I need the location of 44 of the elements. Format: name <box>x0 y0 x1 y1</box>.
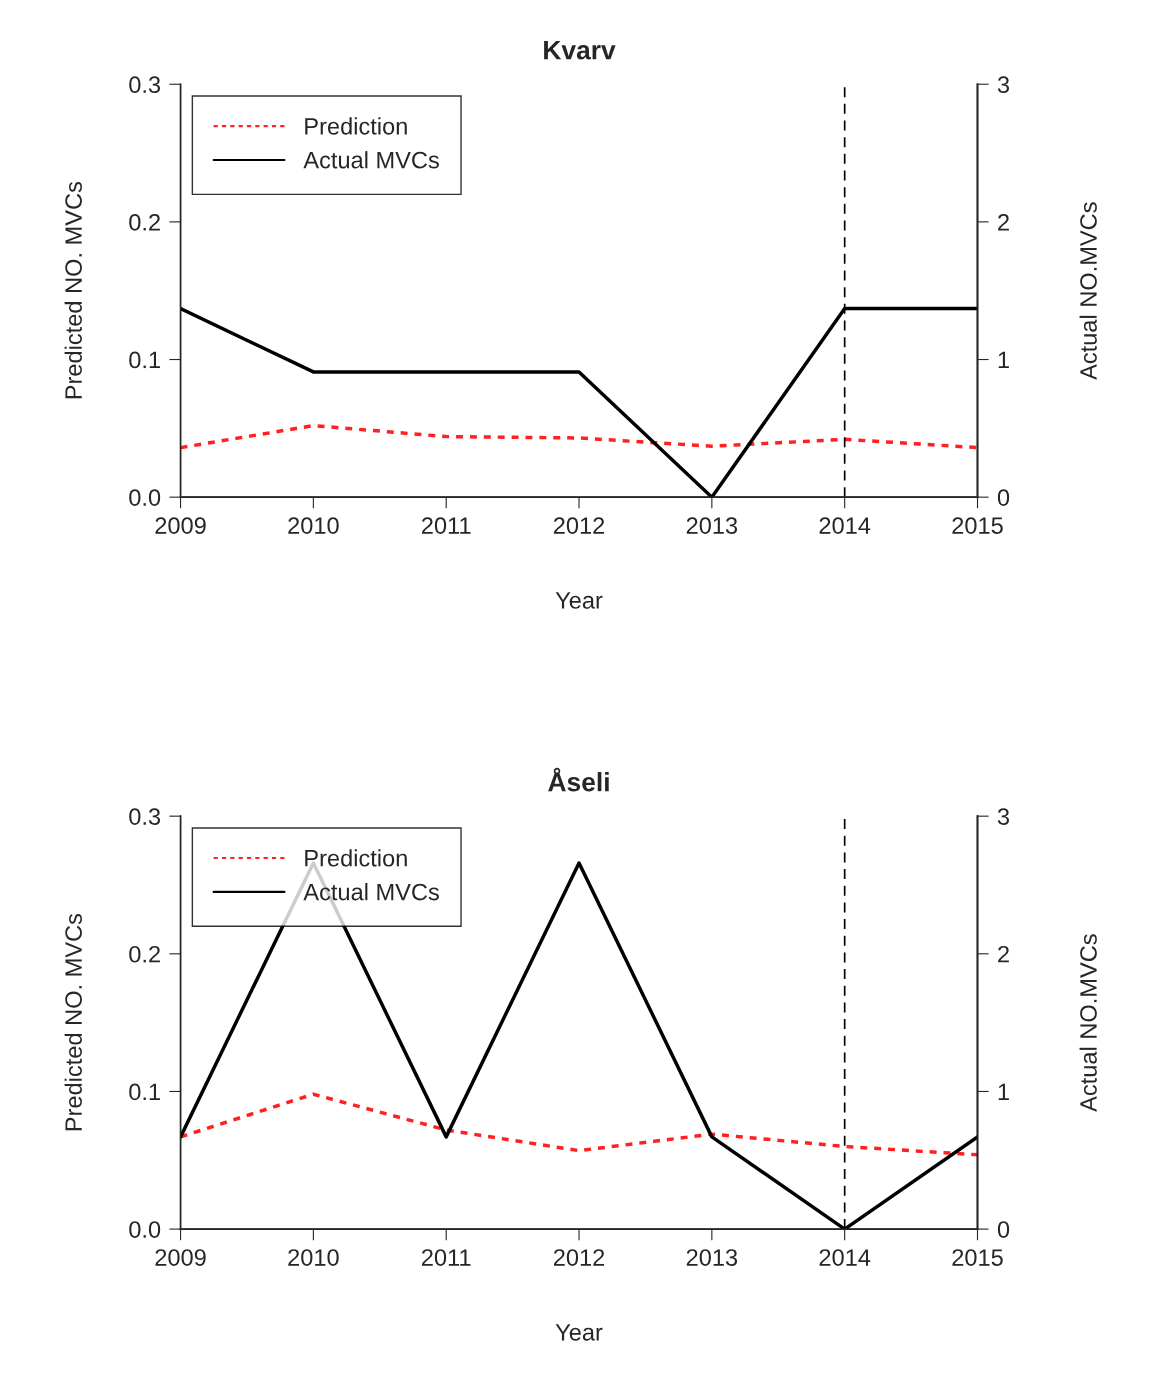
y-axis-title: Predicted NO. MVCs <box>64 181 82 399</box>
y-tick-label: 0.1 <box>129 351 160 369</box>
x-tick-label: 2013 <box>686 1249 738 1266</box>
x-tick-label: 2012 <box>553 517 605 534</box>
x-axis-title: Year <box>555 1324 603 1341</box>
y2-tick-label: 3 <box>997 76 1010 94</box>
x-tick-label: 2015 <box>952 1249 1003 1266</box>
chart-title: Åseli <box>548 767 609 792</box>
y-tick-label: 0.3 <box>129 76 161 94</box>
y2-tick-label: 3 <box>997 808 1010 825</box>
y2-tick-label: 2 <box>998 945 1009 963</box>
x-axis-title: Year <box>555 592 603 609</box>
legend-label: Actual MVCs <box>303 883 439 901</box>
legend-label: Prediction <box>305 117 407 135</box>
line-series <box>180 423 978 450</box>
x-tick-label: 2009 <box>155 1249 206 1266</box>
y-tick-label: 0.0 <box>129 489 161 506</box>
x-tick-label: 2012 <box>553 1249 605 1266</box>
y-tick-label: 0.1 <box>129 1083 160 1101</box>
x-tick-label: 2013 <box>686 517 738 534</box>
legend-label: Actual MVCs <box>303 151 439 169</box>
x-tick-label: 2014 <box>819 1249 871 1266</box>
x-tick-label: 2010 <box>288 517 339 534</box>
y2-tick-label: 0 <box>997 1221 1010 1238</box>
y2-tick-label: 2 <box>998 213 1009 231</box>
y2-axis-title: Actual NO.MVCs <box>1079 934 1097 1112</box>
y2-tick-label: 0 <box>997 489 1010 506</box>
x-tick-label: 2011 <box>422 517 471 534</box>
y-tick-label: 0.0 <box>129 1221 161 1238</box>
y-tick-label: 0.2 <box>129 945 160 963</box>
y-tick-label: 0.2 <box>129 213 160 231</box>
y-tick-label: 0.3 <box>129 808 161 825</box>
x-tick-label: 2010 <box>288 1249 339 1266</box>
x-tick-label: 2015 <box>952 517 1003 534</box>
x-tick-label: 2011 <box>422 1249 471 1266</box>
y2-tick-label: 1 <box>998 351 1009 369</box>
legend-label: Prediction <box>305 849 407 867</box>
x-tick-label: 2009 <box>155 517 206 534</box>
y-axis-title: Predicted NO. MVCs <box>64 913 82 1131</box>
y2-axis-title: Actual NO.MVCs <box>1079 202 1097 380</box>
y2-tick-label: 1 <box>998 1083 1009 1101</box>
chart-title: Kvarv <box>544 41 616 60</box>
x-tick-label: 2014 <box>819 517 871 534</box>
line-series <box>180 1092 978 1157</box>
